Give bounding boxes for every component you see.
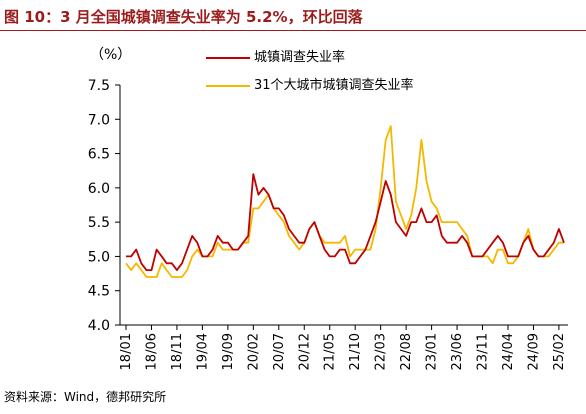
x-tick-label: 23/06 <box>450 333 465 370</box>
legend-swatch-31city <box>206 84 250 87</box>
legend-swatch-urban <box>206 56 250 59</box>
legend-item-31city: 31个大城市城镇调查失业率 <box>206 74 414 93</box>
legend-label-urban: 城镇调查失业率 <box>254 50 346 65</box>
x-tick-label: 23/11 <box>476 333 491 370</box>
y-tick-label: 7.0 <box>88 112 110 128</box>
x-tick-label: 18/11 <box>170 333 185 370</box>
legend-item-urban: 城镇调查失业率 <box>206 46 345 65</box>
x-tick-label: 22/03 <box>374 333 389 370</box>
x-tick-label: 21/05 <box>323 333 338 370</box>
y-axis-unit-label: （%） <box>90 47 132 63</box>
series-line-urban <box>126 173 565 272</box>
x-tick-label: 25/02 <box>552 333 567 370</box>
x-tick-label: 18/01 <box>119 333 134 370</box>
x-tick-label: 24/09 <box>526 333 541 370</box>
x-tick-label: 20/07 <box>272 333 287 370</box>
title-divider <box>0 30 586 31</box>
y-tick-label: 4.5 <box>88 284 110 300</box>
x-tick-label: 19/04 <box>195 333 210 370</box>
source-note: 资料来源：Wind，德邦研究所 <box>4 390 167 404</box>
x-tick-label: 23/01 <box>425 333 440 370</box>
y-tick-label: 5.0 <box>88 249 110 265</box>
x-tick-label: 19/09 <box>221 333 236 370</box>
x-tick-label: 18/06 <box>144 333 159 370</box>
legend-label-31city: 31个大城市城镇调查失业率 <box>254 78 414 93</box>
figure-title: 图 10：3 月全国城镇调查失业率为 5.2%，环比回落 <box>4 8 363 26</box>
y-tick-label: 5.5 <box>88 215 110 231</box>
x-tick-label: 24/04 <box>501 333 516 370</box>
y-tick-label: 6.0 <box>88 181 110 197</box>
y-tick-label: 7.5 <box>88 78 110 94</box>
x-tick-label: 20/02 <box>246 333 261 370</box>
y-tick-label: 6.5 <box>88 147 110 163</box>
y-tick-label: 4.0 <box>88 318 110 334</box>
x-tick-label: 21/10 <box>348 333 363 370</box>
series-line-31city <box>125 125 564 278</box>
x-tick-label: 22/08 <box>399 333 414 370</box>
x-tick-label: 20/12 <box>297 333 312 370</box>
